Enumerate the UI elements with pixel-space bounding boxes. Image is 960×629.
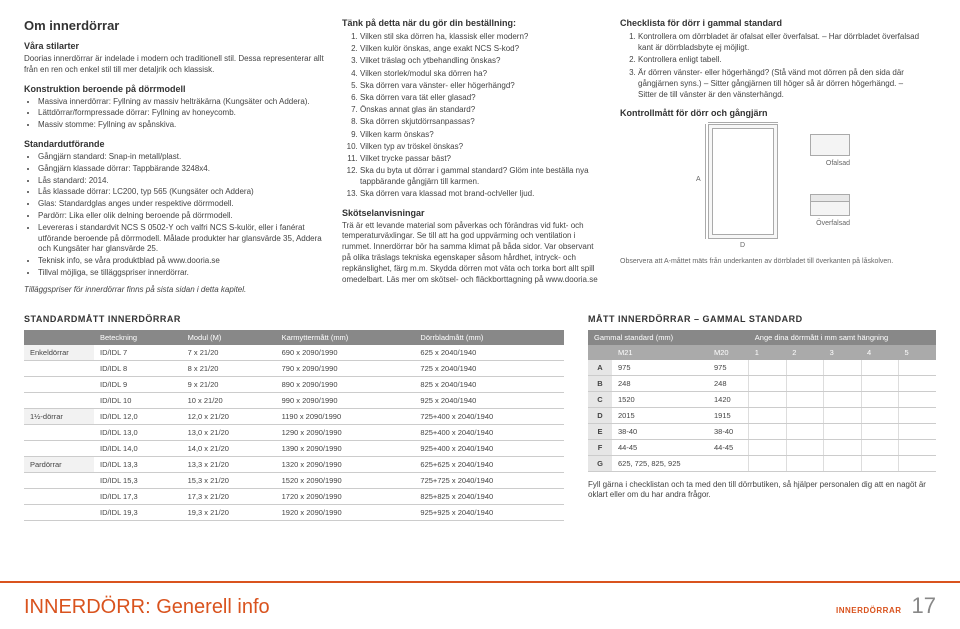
body-text: Trä är ett levande material som påverkas… — [342, 221, 602, 286]
list-item: Ska dörren vara tät eller glasad? — [360, 92, 602, 103]
list-item: Massiv stomme: Fyllning av spånskiva. — [38, 120, 324, 131]
list-item: Lättdörrar/formpressade dörrar: Fyllning… — [38, 108, 324, 119]
list-item: Ska dörren vara vänster- eller högerhäng… — [360, 80, 602, 91]
list-item: Lås klassade dörrar: LC200, typ 565 (Kun… — [38, 187, 324, 198]
diagram-caption: Observera att A-måttet mäts från underka… — [620, 258, 920, 266]
standard-dimensions-table: BeteckningModul (M)Karmyttermått (mm)Dör… — [24, 330, 564, 521]
table-row: D20151915 — [588, 407, 936, 423]
list-item: Vilket träslag och ytbehandling önskas? — [360, 55, 602, 66]
numbered-list: Vilken stil ska dörren ha, klassisk elle… — [342, 31, 602, 200]
list-item: Teknisk info, se våra produktblad på www… — [38, 256, 324, 267]
table-row: E38-4038-40 — [588, 423, 936, 439]
table-row: ID/IDL 1010 x 21/20990 x 2090/1990925 x … — [24, 392, 564, 408]
page-footer: INNERDÖRR: Generell info INNERDÖRRAR 17 — [0, 581, 960, 629]
table-row: ID/IDL 17,317,3 x 21/201720 x 2090/19908… — [24, 488, 564, 504]
list-item: Vilket trycke passar bäst? — [360, 153, 602, 164]
table-note: Fyll gärna i checklistan och ta med den … — [588, 480, 936, 501]
list-item: Vilken typ av tröskel önskas? — [360, 141, 602, 152]
list-item: Ska du byta ut dörrar i gammal standard?… — [360, 165, 602, 187]
footer-category: INNERDÖRRAR — [836, 606, 902, 615]
table-row: A975975 — [588, 360, 936, 376]
list-item: Gångjärn klassade dörrar: Tappbärande 32… — [38, 164, 324, 175]
subheading: Kontrollmått för dörr och gångjärn — [620, 108, 920, 118]
list-item: Pardörr: Lika eller olik delning beroend… — [38, 211, 324, 222]
table-row: ID/IDL 14,014,0 x 21/201390 x 2090/19909… — [24, 440, 564, 456]
list-item: Levereras i standardvit NCS S 0502-Y och… — [38, 223, 324, 255]
list-item: Ska dörren skjutdörrsanpassas? — [360, 116, 602, 127]
list-item: Tillval möjliga, se tilläggspriser inner… — [38, 268, 324, 279]
page-number: 17 — [912, 593, 936, 619]
old-standard-table: Gammal standard (mm)Ange dina dörrmått i… — [588, 330, 936, 472]
bullet-list: Massiva innerdörrar: Fyllning av massiv … — [24, 97, 324, 131]
table-row: ID/IDL 99 x 21/20890 x 2090/1990825 x 20… — [24, 376, 564, 392]
table-row: C15201420 — [588, 391, 936, 407]
door-diagram: A D Ofalsad Överfalsad — [690, 124, 850, 254]
table-row: B248248 — [588, 375, 936, 391]
subheading: Checklista för dörr i gammal standard — [620, 18, 920, 28]
table-row: 1½-dörrarID/IDL 12,012,0 x 21/201190 x 2… — [24, 408, 564, 424]
table-row: ID/IDL 15,315,3 x 21/201520 x 2090/19907… — [24, 472, 564, 488]
subheading: Tänk på detta när du gör din beställning… — [342, 18, 602, 28]
list-item: Är dörren vänster- eller högerhängd? (St… — [638, 67, 920, 101]
table-row: ID/IDL 19,319,3 x 21/201920 x 2090/19909… — [24, 504, 564, 520]
table-row: EnkeldörrarID/IDL 77 x 21/20690 x 2090/1… — [24, 345, 564, 361]
subheading: Standardutförande — [24, 139, 324, 149]
subheading: Konstruktion beroende på dörrmodell — [24, 84, 324, 94]
table-row: ID/IDL 88 x 21/20790 x 2090/1990725 x 20… — [24, 360, 564, 376]
table-row: G625, 725, 825, 925 — [588, 455, 936, 471]
table-title: MÅTT INNERDÖRRAR – GAMMAL STANDARD — [588, 314, 936, 324]
list-item: Önskas annat glas än standard? — [360, 104, 602, 115]
list-item: Vilken karm önskas? — [360, 129, 602, 140]
list-item: Kontrollera om dörrbladet är ofalsat ell… — [638, 31, 920, 53]
table-title: STANDARDMÅTT INNERDÖRRAR — [24, 314, 564, 324]
table-row: ID/IDL 13,013,0 x 21/201290 x 2090/19908… — [24, 424, 564, 440]
list-item: Massiva innerdörrar: Fyllning av massiv … — [38, 97, 324, 108]
list-item: Kontrollera enligt tabell. — [638, 54, 920, 65]
italic-note: Tilläggspriser för innerdörrar finns på … — [24, 285, 324, 296]
list-item: Lås standard: 2014. — [38, 176, 324, 187]
section-heading: Om innerdörrar — [24, 18, 324, 33]
list-item: Vilken storlek/modul ska dörren ha? — [360, 68, 602, 79]
list-item: Ska dörren vara klassad mot brand-och/el… — [360, 188, 602, 199]
table-row: PardörrarID/IDL 13,313,3 x 21/201320 x 2… — [24, 456, 564, 472]
list-item: Vilken kulör önskas, ange exakt NCS S-ko… — [360, 43, 602, 54]
subheading: Skötselanvisningar — [342, 208, 602, 218]
list-item: Gångjärn standard: Snap-in metall/plast. — [38, 152, 324, 163]
list-item: Glas: Standardglas anges under respektiv… — [38, 199, 324, 210]
body-text: Doorias innerdörrar är indelade i modern… — [24, 54, 324, 76]
bullet-list: Gångjärn standard: Snap-in metall/plast.… — [24, 152, 324, 279]
footer-title: INNERDÖRR: Generell info — [24, 596, 270, 619]
numbered-list: Kontrollera om dörrbladet är ofalsat ell… — [620, 31, 920, 100]
subheading: Våra stilarter — [24, 41, 324, 51]
table-row: F44-4544-45 — [588, 439, 936, 455]
list-item: Vilken stil ska dörren ha, klassisk elle… — [360, 31, 602, 42]
